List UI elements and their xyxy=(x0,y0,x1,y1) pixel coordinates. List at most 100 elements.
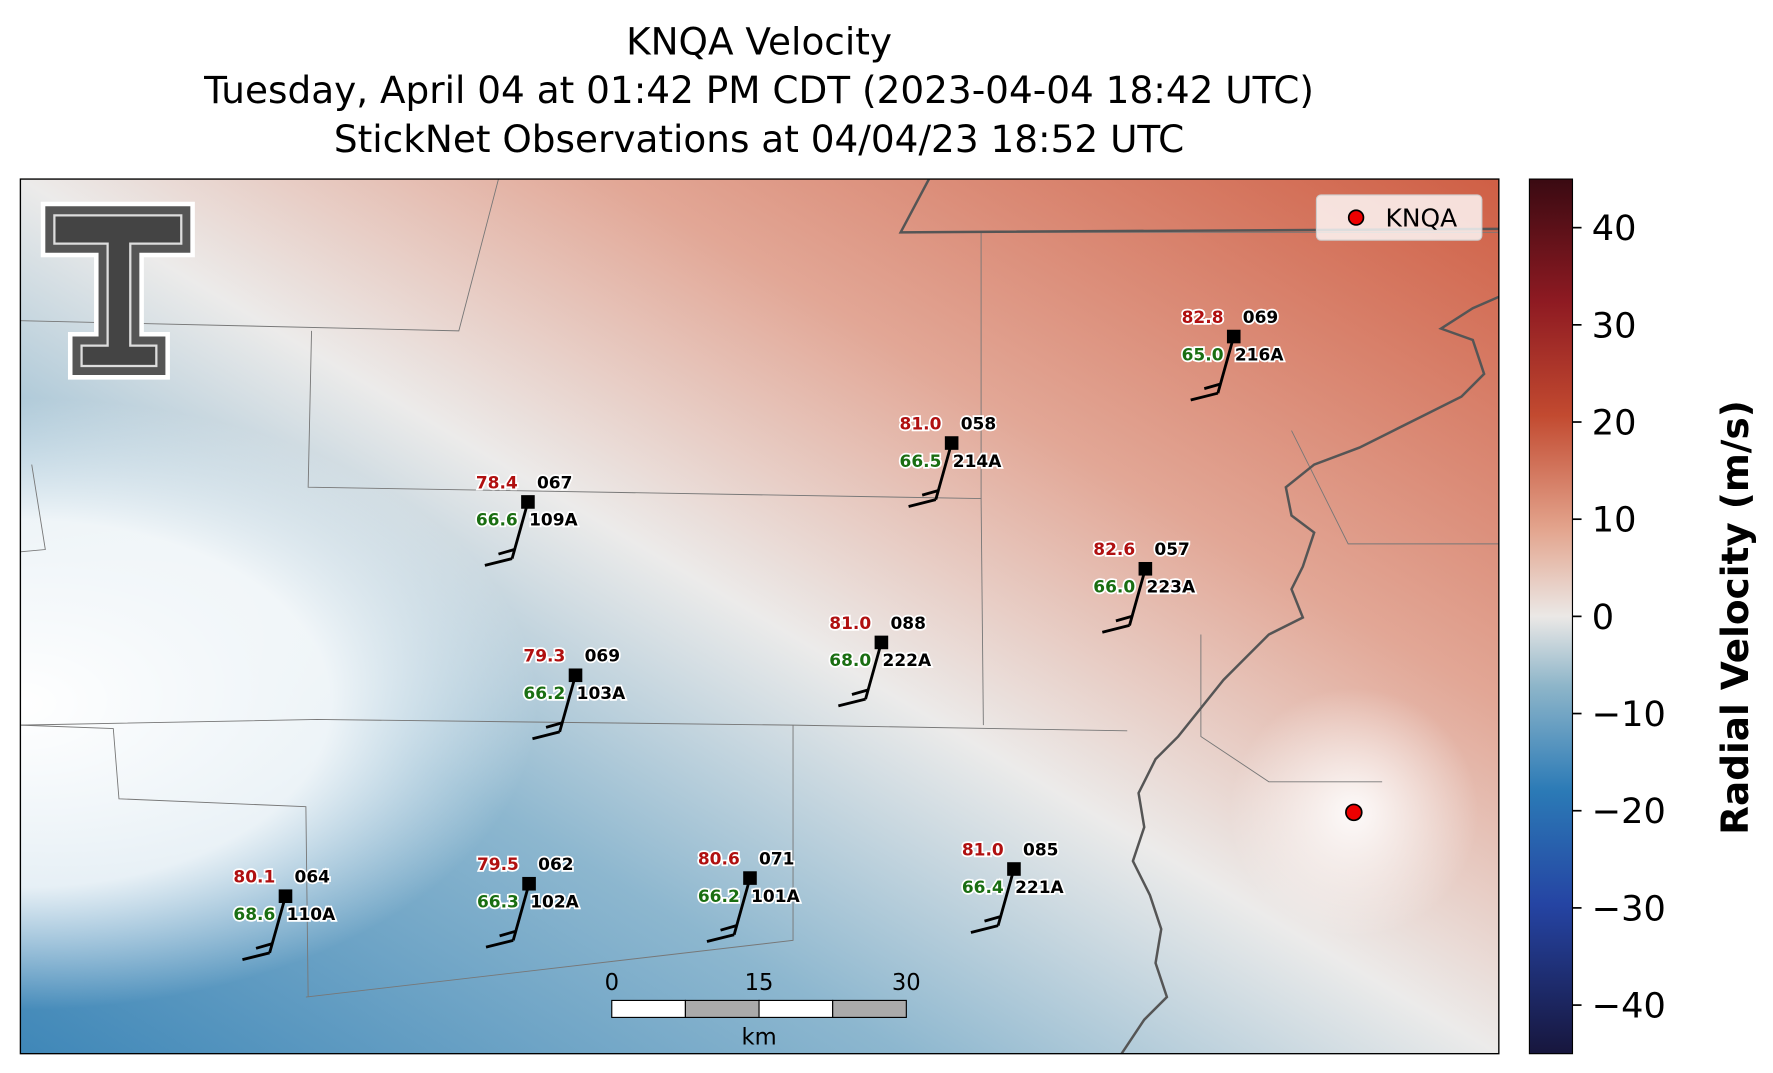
wind-barb xyxy=(255,942,273,950)
wind-barb xyxy=(484,557,513,567)
pressure-code: 088 xyxy=(890,614,925,634)
wind-barb-shaft xyxy=(732,877,752,936)
colorbar-tick-label: −10 xyxy=(1592,694,1666,735)
station-id: 109A xyxy=(529,511,578,531)
pressure-code: 069 xyxy=(585,647,620,667)
pressure-code: 071 xyxy=(759,849,794,869)
station-marker xyxy=(568,668,583,683)
colorbar-label: Radial Velocity (m/s) xyxy=(1713,400,1757,835)
wind-barb xyxy=(1101,624,1130,634)
colorbar-tick-label: −40 xyxy=(1592,986,1666,1027)
wind-barb xyxy=(1115,615,1133,623)
scale-bar: 0 15 30 km xyxy=(605,970,921,1050)
wind-barb-shaft xyxy=(934,442,954,501)
dewpoint: 66.6 xyxy=(476,511,518,531)
dewpoint: 66.0 xyxy=(1093,578,1135,598)
colorbar-tick-label: −20 xyxy=(1592,791,1666,832)
pressure-code: 057 xyxy=(1154,540,1189,560)
pressure-code: 067 xyxy=(537,473,572,493)
ttu-logo xyxy=(40,201,195,380)
title-line: StickNet Observations at 04/04/23 18:52 … xyxy=(334,117,1184,161)
temperature: 81.0 xyxy=(962,840,1004,860)
wind-barb-shaft xyxy=(864,642,883,700)
scale-label: 30 xyxy=(892,970,921,996)
station: 81.0 085 66.4 221A xyxy=(960,839,1066,934)
pressure-code: 064 xyxy=(295,868,331,888)
dewpoint: 66.5 xyxy=(900,452,942,472)
station-marker xyxy=(1226,329,1241,344)
station-id: 110A xyxy=(287,905,336,925)
pressure-code: 062 xyxy=(538,855,573,875)
pressure-code: 058 xyxy=(961,414,996,434)
title-line: Tuesday, April 04 at 01:42 PM CDT (2023-… xyxy=(203,68,1314,112)
station-id: 214A xyxy=(953,452,1002,472)
colorbar-tick-label: 20 xyxy=(1592,402,1637,443)
wind-barb xyxy=(851,688,869,696)
pressure-code: 069 xyxy=(1243,308,1278,328)
temperature: 82.8 xyxy=(1182,308,1224,328)
dewpoint: 65.0 xyxy=(1182,345,1224,365)
map-frame xyxy=(19,178,1500,1055)
wind-barb xyxy=(499,929,516,938)
station: 82.8 069 65.0 216A xyxy=(1180,306,1286,402)
temperature: 81.0 xyxy=(829,614,871,634)
temperature: 78.4 xyxy=(476,473,518,493)
dewpoint: 68.0 xyxy=(829,651,871,671)
station: 78.4 067 66.6 109A xyxy=(474,472,580,567)
stations: 82.8 069 65.0 216A 81.0 058 66.5 214A 78.4 067 66.… xyxy=(232,306,1286,962)
legend-box xyxy=(1315,194,1483,241)
wind-barb xyxy=(1203,382,1221,391)
station: 80.1 064 68.6 110A xyxy=(232,866,338,962)
station: 80.6 071 66.2 101A xyxy=(696,848,802,943)
scale-unit: km xyxy=(741,1025,776,1051)
colorbar-ramp xyxy=(1528,178,1574,1055)
station-id: 222A xyxy=(883,651,932,671)
station-marker xyxy=(944,436,959,450)
temperature: 82.6 xyxy=(1093,540,1135,560)
radar-site xyxy=(1345,803,1363,822)
legend-label: KNQA xyxy=(1386,204,1458,233)
radar-marker xyxy=(1345,803,1363,822)
colorbar: Radial Velocity (m/s) −40 −30 −20 −10 0 10 20 3… xyxy=(1528,178,1757,1055)
wind-barb-shaft xyxy=(268,895,287,954)
temperature: 80.1 xyxy=(233,868,275,888)
colorbar-tick-label: −30 xyxy=(1592,888,1666,929)
scale-label: 15 xyxy=(745,970,774,996)
wind-barb-shaft xyxy=(558,674,577,733)
legend-marker xyxy=(1347,209,1365,226)
station: 81.0 088 68.0 222A xyxy=(828,612,934,708)
dewpoint: 66.3 xyxy=(477,893,519,913)
wind-barb xyxy=(984,915,1001,923)
pressure-code: 085 xyxy=(1023,840,1058,860)
colorbar-tick-label: 0 xyxy=(1592,597,1614,638)
temperature: 79.3 xyxy=(523,647,565,667)
radar-map xyxy=(20,179,1499,1054)
station: 82.6 057 66.0 223A xyxy=(1092,538,1198,634)
station-marker xyxy=(278,889,293,903)
station-id: 102A xyxy=(530,893,579,913)
station-marker xyxy=(522,876,536,891)
temperature: 81.0 xyxy=(900,414,942,434)
dewpoint: 66.4 xyxy=(962,878,1004,898)
station: 79.5 062 66.3 102A xyxy=(475,853,581,949)
title-line: KNQA Velocity xyxy=(626,19,892,63)
station-id: 216A xyxy=(1235,345,1284,365)
station-marker xyxy=(521,495,535,509)
title: KNQA Velocity Tuesday, April 04 at 01:42… xyxy=(203,19,1314,160)
dewpoint: 66.2 xyxy=(698,887,740,907)
wind-barb xyxy=(720,924,737,932)
state-border xyxy=(898,179,1499,1054)
wind-barb xyxy=(485,939,514,949)
station-marker xyxy=(874,635,889,650)
wind-barb xyxy=(908,498,937,508)
colorbar-tick-label: 30 xyxy=(1592,305,1637,346)
colorbar-tick-label: 40 xyxy=(1592,208,1637,249)
station-id: 223A xyxy=(1147,578,1196,598)
wind-barb-shaft xyxy=(1216,336,1236,394)
wind-barb xyxy=(498,548,515,556)
wind-barb-shaft xyxy=(1128,568,1147,626)
wind-barb xyxy=(838,697,866,708)
temperature: 79.5 xyxy=(477,855,519,875)
scale-label: 0 xyxy=(605,970,619,996)
